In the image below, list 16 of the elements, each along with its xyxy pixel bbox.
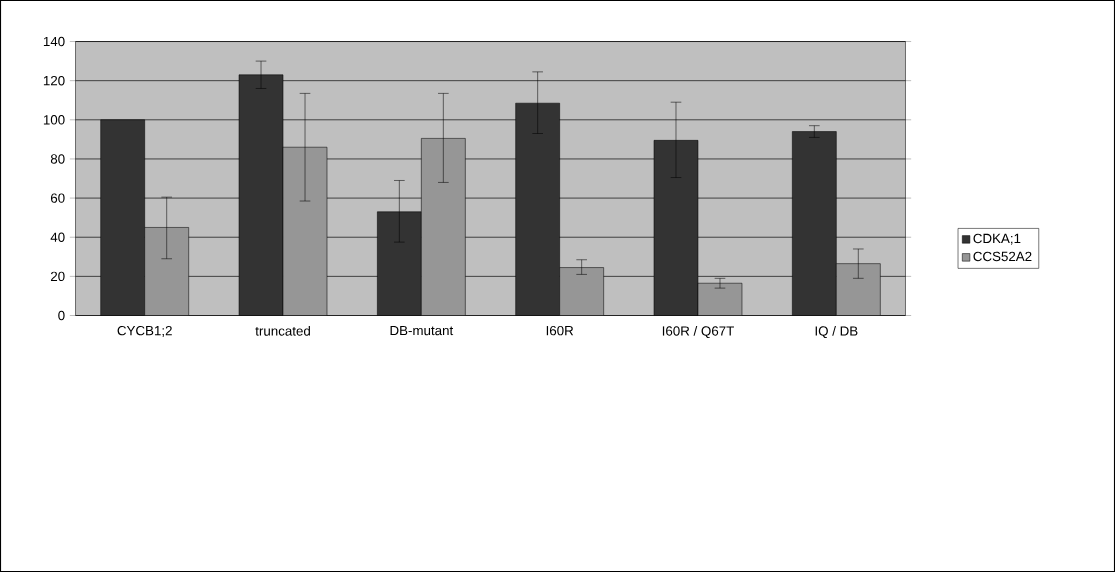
y-tick-label: 120: [43, 75, 65, 86]
y-tick-label: 40: [50, 232, 65, 242]
y-tick-label: 100: [43, 115, 65, 125]
x-tick-label: truncated: [255, 325, 310, 336]
y-tick-label: 140: [43, 36, 65, 47]
y-tick-label: 80: [50, 154, 65, 164]
x-tick-label: I60R: [546, 325, 574, 336]
y-tick-label: 20: [50, 271, 65, 282]
x-tick-label: DB-mutant: [390, 325, 454, 336]
legend-label: CDKA;1: [973, 233, 1021, 245]
x-tick-label: I60R / Q67T: [662, 325, 734, 339]
y-tick-label: 60: [50, 193, 65, 203]
legend-label: CCS52A2: [973, 251, 1032, 262]
x-tick-label: CYCB1;2: [117, 325, 172, 337]
y-tick-label: 0: [58, 310, 65, 321]
x-tick-label: IQ / DB: [815, 325, 858, 339]
